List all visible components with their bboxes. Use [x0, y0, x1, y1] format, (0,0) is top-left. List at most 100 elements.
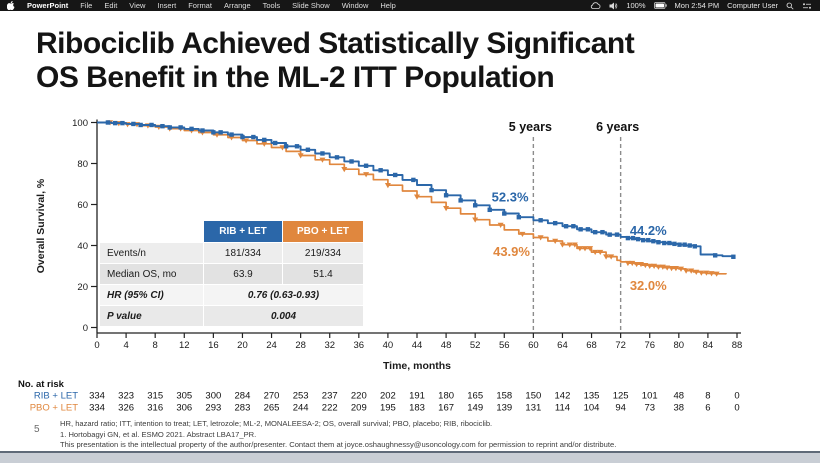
menu-item-window[interactable]: Window	[341, 1, 369, 10]
cloud-icon[interactable]	[590, 1, 601, 10]
menubar-clock[interactable]: Mon 2:54 PM	[674, 1, 720, 10]
svg-text:40: 40	[383, 340, 394, 351]
vline-label-1: 5 years	[509, 120, 552, 134]
svg-text:20: 20	[237, 340, 248, 351]
svg-text:0: 0	[734, 391, 739, 402]
menu-item-tools[interactable]: Tools	[262, 1, 281, 10]
bottom-window-edge	[0, 451, 820, 463]
svg-text:48: 48	[441, 340, 452, 351]
svg-text:40: 40	[77, 241, 88, 252]
footnotes: HR, hazard ratio; ITT, intention to trea…	[60, 419, 810, 451]
value-label-523: 52.3%	[492, 189, 529, 204]
svg-text:8: 8	[705, 391, 710, 402]
svg-text:100: 100	[72, 118, 88, 129]
menu-item-help[interactable]: Help	[380, 1, 396, 10]
y-axis-label: Overall Survival, %	[35, 178, 47, 273]
svg-text:131: 131	[525, 403, 541, 414]
apple-menu[interactable]	[7, 1, 15, 10]
os-stats-table: RIB + LET PBO + LET Events/n 181/334 219…	[100, 221, 363, 326]
control-center-icon[interactable]	[802, 2, 812, 10]
svg-text:158: 158	[496, 391, 512, 402]
svg-text:191: 191	[409, 391, 425, 402]
svg-text:0: 0	[734, 403, 739, 414]
row-hr-value: 0.76 (0.63-0.93)	[204, 285, 363, 305]
menubar-user[interactable]: Computer User	[727, 1, 778, 10]
svg-text:149: 149	[467, 403, 483, 414]
svg-text:64: 64	[557, 340, 568, 351]
svg-text:135: 135	[584, 391, 600, 402]
svg-text:150: 150	[525, 391, 541, 402]
svg-text:265: 265	[264, 403, 280, 414]
menu-item-insert[interactable]: Insert	[157, 1, 177, 10]
svg-text:334: 334	[89, 403, 105, 414]
slide-title-line2: OS Benefit in the ML-2 ITT Population	[36, 61, 555, 94]
row-events-pbo: 219/334	[283, 243, 363, 263]
svg-text:84: 84	[703, 340, 714, 351]
svg-text:237: 237	[322, 391, 338, 402]
svg-text:76: 76	[644, 340, 655, 351]
series-rib	[97, 120, 736, 259]
svg-text:72: 72	[615, 340, 626, 351]
battery-icon[interactable]	[653, 2, 667, 9]
apple-icon	[7, 1, 15, 10]
svg-text:167: 167	[438, 403, 454, 414]
svg-text:36: 36	[354, 340, 365, 351]
table-header-pbo: PBO + LET	[283, 221, 363, 242]
svg-text:24: 24	[266, 340, 277, 351]
svg-text:306: 306	[176, 403, 192, 414]
svg-text:334: 334	[89, 391, 105, 402]
row-events-label: Events/n	[100, 243, 203, 263]
volume-icon[interactable]	[609, 2, 618, 10]
svg-text:165: 165	[467, 391, 483, 402]
svg-text:305: 305	[176, 391, 192, 402]
svg-text:283: 283	[235, 403, 251, 414]
svg-text:183: 183	[409, 403, 425, 414]
slide-number: 5	[34, 424, 40, 435]
menu-item-format[interactable]: Format	[188, 1, 212, 10]
vline-label-2: 6 years	[596, 120, 639, 134]
row-median-label: Median OS, mo	[100, 264, 203, 284]
slide-title-line1: Ribociclib Achieved Statistically Signif…	[36, 27, 635, 60]
table-header-rib: RIB + LET	[204, 221, 282, 242]
menu-item-file[interactable]: File	[80, 1, 93, 10]
svg-text:315: 315	[147, 391, 163, 402]
svg-text:8: 8	[153, 340, 158, 351]
svg-text:293: 293	[205, 403, 221, 414]
svg-text:80: 80	[77, 159, 88, 170]
value-label-442: 44.2%	[630, 223, 667, 238]
svg-text:270: 270	[264, 391, 280, 402]
svg-text:222: 222	[322, 403, 338, 414]
x-axis-label: Time, months	[383, 360, 451, 372]
svg-text:28: 28	[295, 340, 306, 351]
svg-text:125: 125	[613, 391, 629, 402]
svg-text:142: 142	[555, 391, 571, 402]
row-hr-label: HR (95% CI)	[100, 285, 203, 305]
battery-percent: 100%	[626, 1, 646, 10]
menu-item-view[interactable]: View	[129, 1, 146, 10]
svg-text:48: 48	[674, 391, 685, 402]
menu-item-slide-show[interactable]: Slide Show	[292, 1, 330, 10]
svg-text:80: 80	[674, 340, 685, 351]
svg-text:12: 12	[179, 340, 190, 351]
svg-text:195: 195	[380, 403, 396, 414]
svg-text:114: 114	[555, 403, 570, 414]
svg-text:6: 6	[705, 403, 710, 414]
svg-text:326: 326	[118, 403, 134, 414]
row-median-pbo: 51.4	[283, 264, 363, 284]
footnote-reference: 1. Hortobagyi GN, et al. ESMO 2021. Abst…	[60, 429, 257, 439]
menu-item-arrange[interactable]: Arrange	[223, 1, 251, 10]
menu-app-name[interactable]: PowerPoint	[27, 1, 69, 10]
svg-text:56: 56	[499, 340, 510, 351]
search-icon[interactable]	[786, 2, 794, 10]
svg-text:88: 88	[732, 340, 743, 351]
menubar: PowerPoint File Edit View Insert Format Arran…	[0, 0, 820, 11]
menubar-items: File Edit View Insert Format Arrange Tools Slid…	[80, 0, 396, 11]
svg-text:4: 4	[123, 340, 128, 351]
svg-text:202: 202	[380, 391, 396, 402]
svg-text:300: 300	[205, 391, 221, 402]
menu-item-edit[interactable]: Edit	[104, 1, 118, 10]
svg-text:101: 101	[642, 391, 658, 402]
svg-text:139: 139	[496, 403, 512, 414]
svg-text:52: 52	[470, 340, 481, 351]
